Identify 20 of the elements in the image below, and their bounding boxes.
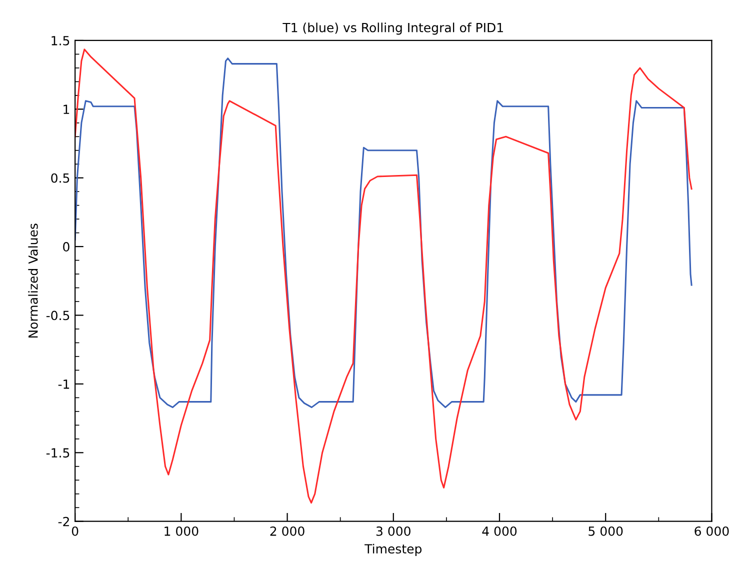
x-tick-label: 3 000 (376, 526, 410, 536)
y-tick-label: -1 (58, 380, 70, 389)
y-tick-label: -0.5 (46, 310, 70, 320)
chart-title: T1 (blue) vs Rolling Integral of PID1 (282, 22, 503, 35)
y-tick-label: 1 (64, 104, 70, 114)
y-axis-title: Normalized Values (28, 224, 38, 338)
line-series (75, 48, 692, 504)
y-tick-label: 0.5 (51, 173, 70, 183)
x-tick-label: 6 000 (694, 526, 729, 536)
x-tick-label: 1 000 (164, 526, 198, 536)
x-tick-label: 2 000 (270, 526, 304, 536)
y-tick-label: -2 (58, 516, 69, 526)
y-tick-label: 1.5 (52, 36, 70, 46)
x-axis-title: Timestep (364, 544, 422, 556)
x-tick-label: 5 000 (588, 526, 623, 536)
y-tick-label: -1.5 (46, 448, 70, 458)
x-tick-label: 4 000 (482, 526, 517, 536)
y-tick-label: 0 (63, 242, 70, 252)
x-tick-label: 0 (72, 526, 78, 536)
line-series (75, 58, 692, 408)
